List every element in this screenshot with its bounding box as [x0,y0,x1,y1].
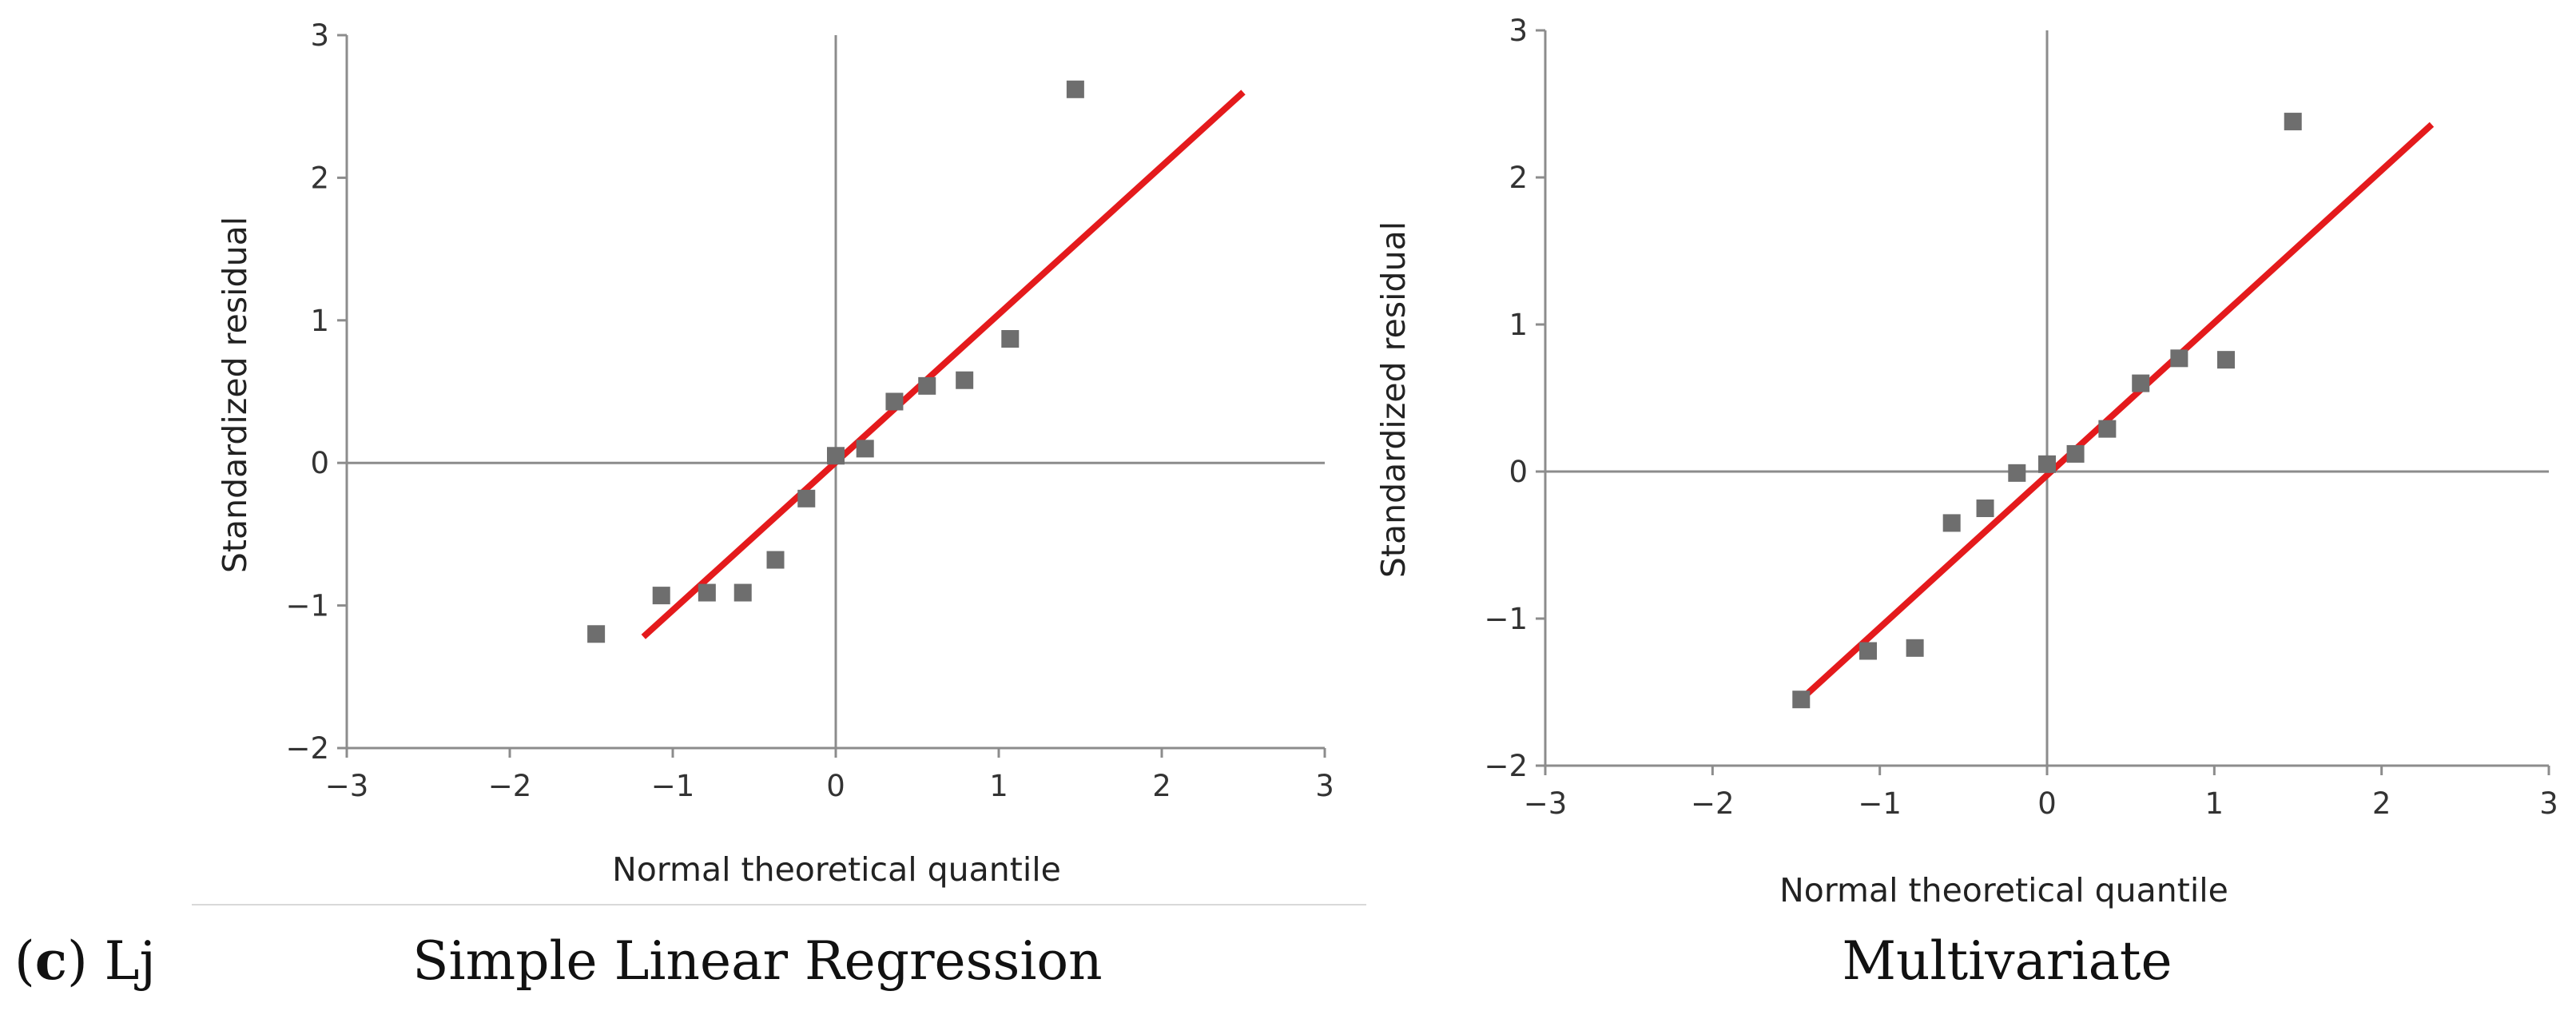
y-tick-label: 2 [310,161,329,195]
x-tick-label: −2 [1691,786,1735,821]
fit-line [1794,121,2435,707]
x-tick-label: −3 [1524,786,1568,821]
data-point [2066,444,2085,463]
data-point [2098,420,2117,438]
x-tick-label: 0 [2037,786,2057,821]
x-tick-label: 2 [1152,769,1171,803]
y-tick-label: −1 [285,589,329,623]
data-point [2284,113,2302,131]
x-tick-label: 3 [2539,786,2558,821]
data-point [827,447,845,465]
data-point [2170,349,2188,368]
data-point [856,440,874,458]
data-point [2216,351,2235,369]
data-point [797,489,816,507]
data-point [2132,374,2150,392]
y-tick-label: 1 [310,304,329,338]
data-point [766,551,785,569]
x-tick-label: −1 [651,769,695,803]
chart-title-simple-linear-regression: Simple Linear Regression [412,930,1102,992]
data-point [1792,691,1811,709]
data-point [2008,464,2026,482]
y-tick-label: −2 [285,731,329,766]
data-point [733,583,752,602]
y-tick-label: −2 [1484,749,1528,783]
data-point [1066,80,1084,98]
panel-caption: (c) Lj [14,929,156,992]
y-axis-title-multivariate: Standardized residual [1374,221,1413,578]
data-point [1906,639,1924,657]
x-axis-title-simple: Normal theoretical quantile [612,850,1061,889]
chart-title-multivariate: Multivariate [1842,930,2172,992]
fit-line [641,90,1246,639]
y-axis-title-simple: Standardized residual [216,217,254,573]
x-tick-label: 3 [1315,769,1334,803]
y-tick-label: 2 [1509,161,1528,195]
y-tick-label: −1 [1484,602,1528,636]
data-point [1976,500,1994,517]
data-point [918,376,936,395]
x-tick-label: 1 [2205,786,2224,821]
caption-panel-suffix: ) Lj [67,930,156,992]
data-point [2038,455,2056,473]
data-point [956,371,974,389]
y-tick-label: 1 [1509,308,1528,342]
x-tick-label: −1 [1858,786,1902,821]
data-point [1942,514,1961,532]
data-point [885,392,904,411]
caption-panel-letter: c [35,929,67,992]
y-tick-label: 0 [310,446,329,480]
y-tick-label: 3 [310,18,329,53]
x-tick-label: 2 [2372,786,2391,821]
caption-open-paren: ( [14,930,35,992]
x-tick-label: 0 [826,769,845,803]
x-axis-title-multivariate: Normal theoretical quantile [1779,871,2228,910]
data-point [587,625,606,643]
x-tick-label: −3 [325,769,369,803]
x-tick-label: 1 [989,769,1008,803]
data-point [1001,329,1020,348]
data-point [1859,642,1878,660]
data-point [652,587,670,605]
data-point [698,583,716,602]
x-tick-label: −2 [488,769,532,803]
y-tick-label: 0 [1509,455,1528,489]
y-tick-label: 3 [1509,14,1528,48]
